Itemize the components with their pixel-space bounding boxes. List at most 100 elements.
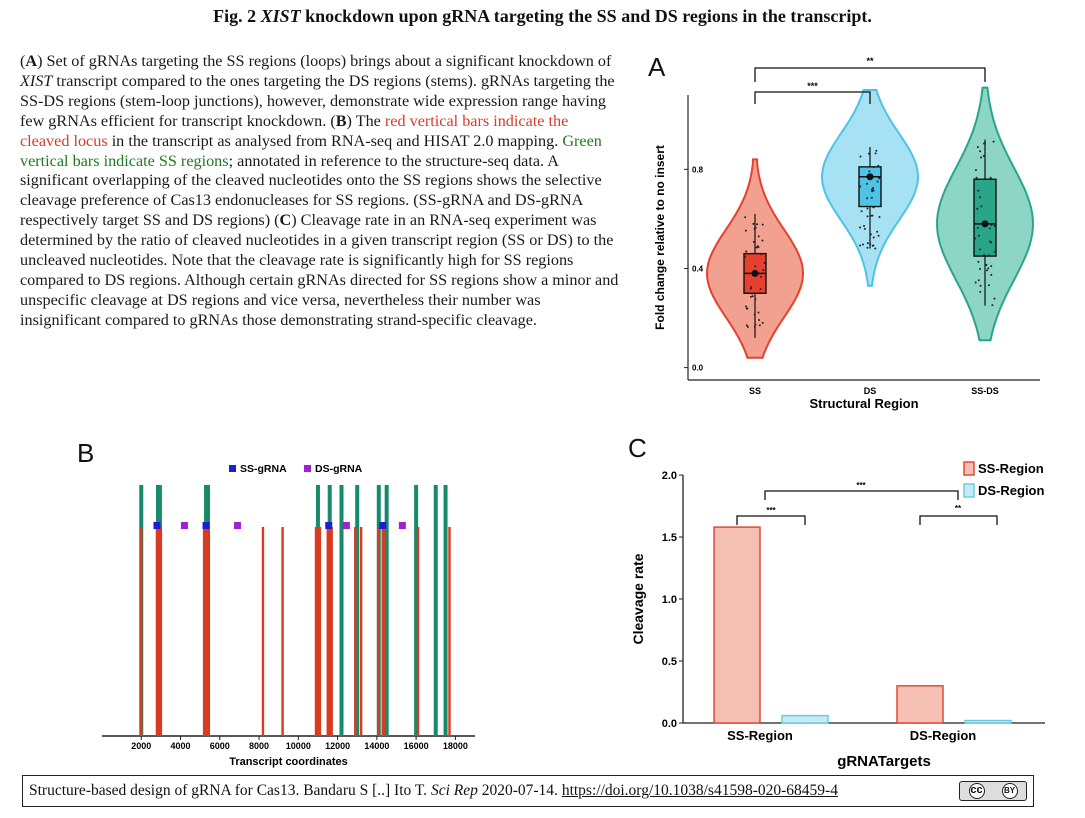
y-axis-title: Cleavage rate: [630, 553, 646, 644]
x-tick-label: 18000: [443, 741, 468, 751]
caption-green-highlight: Green vertical bars indicate SS regions: [20, 131, 602, 170]
doi-link[interactable]: https://doi.org/10.1038/s41598-020-68459…: [561, 782, 838, 799]
data-point: [859, 244, 862, 247]
x-tick-label: 6000: [210, 741, 230, 751]
data-point: [979, 284, 982, 287]
data-point: [993, 297, 996, 300]
cleaved-site-bar: [383, 527, 386, 736]
data-point: [977, 279, 980, 282]
data-point: [758, 324, 761, 327]
significance-bracket: [764, 490, 959, 500]
data-point: [746, 325, 749, 328]
panel-b-transcript-chart: 2000 4000 6000 8000 10000 12000 14000 16000 1800…: [102, 463, 475, 768]
data-point: [752, 222, 755, 225]
panel-a-violin-chart: 0.0 0.4 0.8 SS DS SS-DS Structural Region Fold …: [653, 56, 1040, 411]
data-point: [987, 284, 990, 287]
data-point: [990, 273, 993, 276]
credit-text: Structure-based design of gRNA for Cas13…: [29, 782, 431, 799]
cleaved-site-bar: [316, 527, 320, 736]
ds-grna-marker: [398, 522, 406, 529]
credit-journal: Sci Rep: [430, 782, 478, 799]
x-tick-label: DS-Region: [910, 728, 977, 743]
legend-label-ds-region: DS-Region: [978, 483, 1045, 498]
bar-ds-region: [781, 714, 829, 724]
data-point: [871, 214, 874, 217]
data-point: [874, 152, 877, 155]
box-ds: [858, 166, 882, 208]
data-point: [989, 176, 992, 179]
data-point: [756, 223, 759, 226]
data-point: [878, 177, 881, 180]
credit-line: Structure-based design of gRNA for Cas13…: [22, 775, 1034, 807]
data-point: [872, 166, 875, 169]
ss-region-bar: [384, 485, 389, 736]
data-point: [745, 324, 748, 327]
data-point: [745, 305, 748, 308]
data-point: [754, 298, 757, 301]
caption-label-a: A: [25, 52, 38, 70]
data-point: [985, 263, 988, 266]
data-point: [860, 210, 863, 213]
x-tick-label: DS: [864, 386, 877, 396]
data-point: [761, 223, 764, 226]
data-point: [871, 244, 874, 247]
data-point: [756, 273, 759, 276]
x-axis-title: Structural Region: [809, 396, 918, 411]
significance-bracket: [919, 515, 998, 525]
y-axis-title: Fold change relative to no insert: [653, 145, 667, 330]
data-point: [868, 170, 871, 173]
data-point: [869, 233, 872, 236]
cleaved-site-bar: [326, 527, 329, 736]
cleaved-site-bar: [328, 527, 331, 736]
data-point: [754, 323, 757, 326]
data-point: [866, 197, 869, 200]
ss-grna-marker: [325, 522, 333, 529]
data-point: [872, 236, 875, 239]
data-point: [976, 146, 979, 149]
data-point: [979, 290, 982, 293]
data-point: [749, 295, 752, 298]
cleaved-site-bar: [281, 527, 284, 736]
data-point: [761, 239, 764, 242]
y-tick-label: 0.0: [662, 718, 677, 730]
ss-region-bar: [443, 485, 448, 736]
ss-region-bar: [355, 485, 360, 736]
caption-b-text-1: ) The: [346, 111, 385, 130]
data-point: [988, 227, 991, 230]
data-point: [876, 180, 879, 183]
cleaved-site-bar: [381, 527, 384, 736]
caption-a-text-1: ) Set of gRNAs targeting the SS regions …: [37, 52, 612, 70]
y-tick-label: 0.0: [692, 364, 704, 373]
median-point-ss: [751, 269, 759, 277]
ss-grna-marker: [202, 522, 210, 529]
data-point: [759, 288, 762, 291]
data-point: [869, 243, 872, 246]
cc-by-license-badge[interactable]: cc BY: [959, 781, 1027, 801]
data-point: [867, 152, 870, 155]
x-tick-label: SS: [749, 386, 761, 396]
median-point-ss-ds: [981, 220, 989, 228]
data-point: [866, 246, 869, 249]
data-point: [753, 313, 756, 316]
legend-swatch-ss-region: [963, 461, 975, 476]
caption-label-b: B: [335, 111, 347, 130]
data-point: [979, 150, 982, 153]
cleaved-site-bar: [140, 527, 143, 736]
cleaved-site-bar: [354, 527, 357, 736]
cleaved-site-bar: [157, 527, 161, 736]
data-point: [974, 237, 977, 240]
data-point: [746, 307, 749, 310]
data-point: [975, 176, 978, 179]
data-point: [859, 226, 862, 229]
legend-swatch-ss-grna: [229, 465, 236, 472]
ss-grna-marker: [379, 522, 387, 529]
box-ss-ds: [973, 178, 997, 257]
ds-grna-marker: [233, 522, 241, 529]
cleaved-site-bar: [318, 527, 322, 736]
data-point: [758, 319, 761, 322]
data-point: [859, 185, 862, 188]
data-point: [978, 248, 981, 251]
data-point: [978, 196, 981, 199]
data-point: [745, 250, 748, 253]
significance-label: **: [866, 56, 874, 66]
